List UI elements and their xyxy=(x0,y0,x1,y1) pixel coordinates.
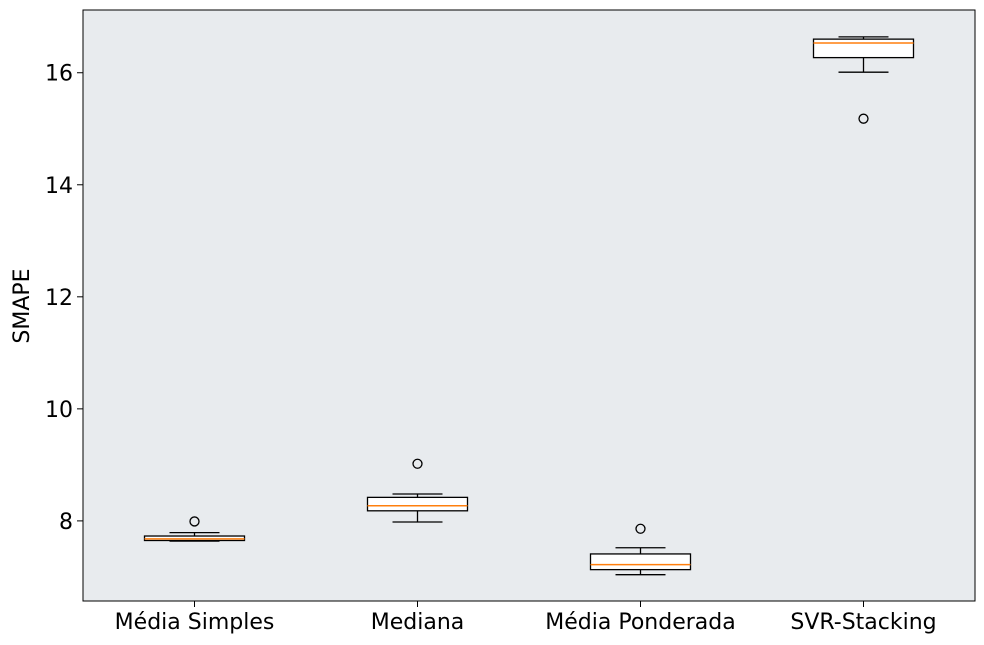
y-axis-label: SMAPE xyxy=(10,268,35,343)
box-2 xyxy=(366,458,469,523)
box-body xyxy=(812,38,915,59)
y-tick-label: 16 xyxy=(45,62,73,87)
x-tick-label: SVR-Stacking xyxy=(790,610,936,635)
box-body xyxy=(366,496,469,512)
outlier-point xyxy=(412,458,423,469)
x-tick-label: Média Ponderada xyxy=(545,610,735,635)
box-1 xyxy=(143,516,246,542)
x-axis: Média Simples Mediana Média Ponderada SVR-S… xyxy=(115,601,937,635)
y-tick-label: 10 xyxy=(45,398,73,423)
outlier-point xyxy=(189,516,200,527)
boxes-group xyxy=(143,36,915,576)
y-tick-label: 14 xyxy=(45,174,73,199)
x-tick-label: Média Simples xyxy=(115,610,275,635)
y-axis: 8 10 12 14 16 xyxy=(45,62,83,535)
outlier-point xyxy=(635,523,646,534)
y-tick-label: 12 xyxy=(45,286,73,311)
box-body xyxy=(589,553,692,571)
box-4 xyxy=(812,36,915,124)
box-3 xyxy=(589,523,692,576)
y-tick-label: 8 xyxy=(59,510,73,535)
outlier-point xyxy=(858,113,869,124)
plot-area-background xyxy=(82,9,976,602)
x-tick-label: Mediana xyxy=(371,610,465,635)
